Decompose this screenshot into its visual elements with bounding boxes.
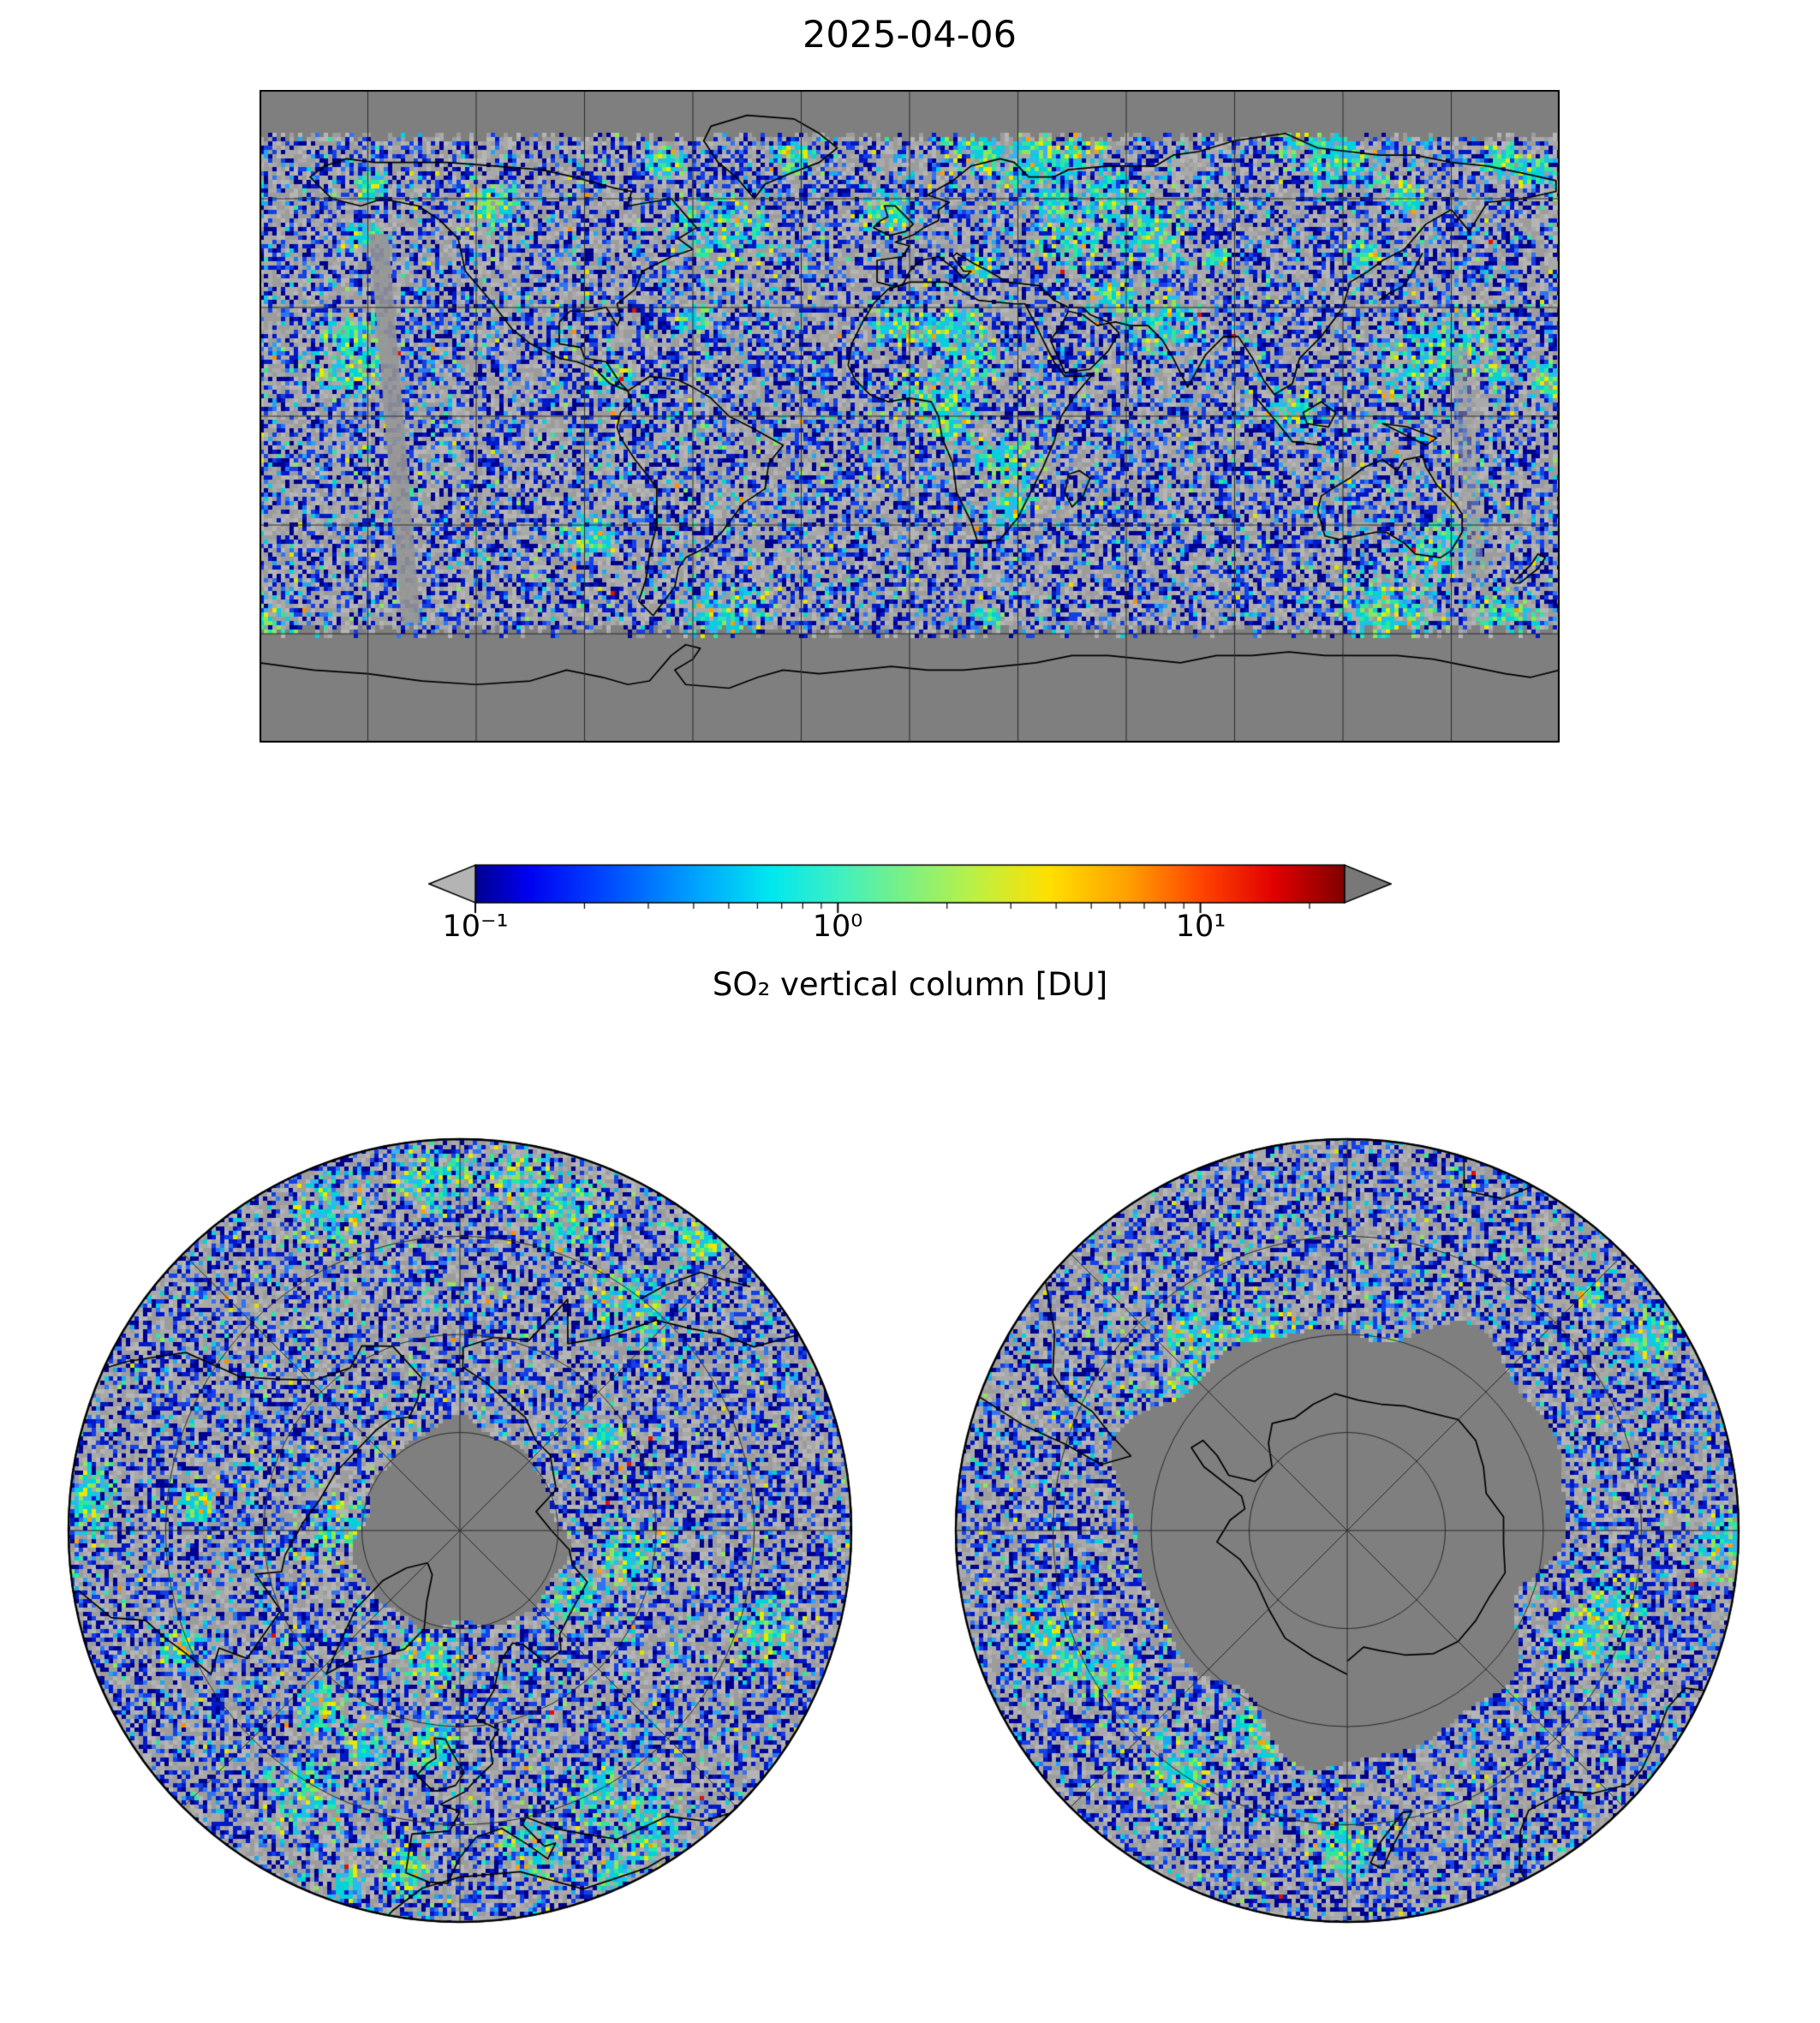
colorbar-canvas xyxy=(428,863,1392,916)
colorbar-tick-label-0: 10⁻¹ xyxy=(442,910,509,944)
figure-title: 2025-04-06 xyxy=(803,14,1017,57)
north-polar-so2-map-canvas xyxy=(62,1132,858,1929)
global-so2-map-canvas xyxy=(260,90,1560,743)
colorbar-tick-label-1: 10⁰ xyxy=(812,910,863,944)
colorbar-axis-label: SO₂ vertical column [DU] xyxy=(712,966,1108,1003)
colorbar-tick-label-2: 10¹ xyxy=(1175,910,1226,944)
south-polar-so2-map-canvas xyxy=(949,1132,1745,1929)
